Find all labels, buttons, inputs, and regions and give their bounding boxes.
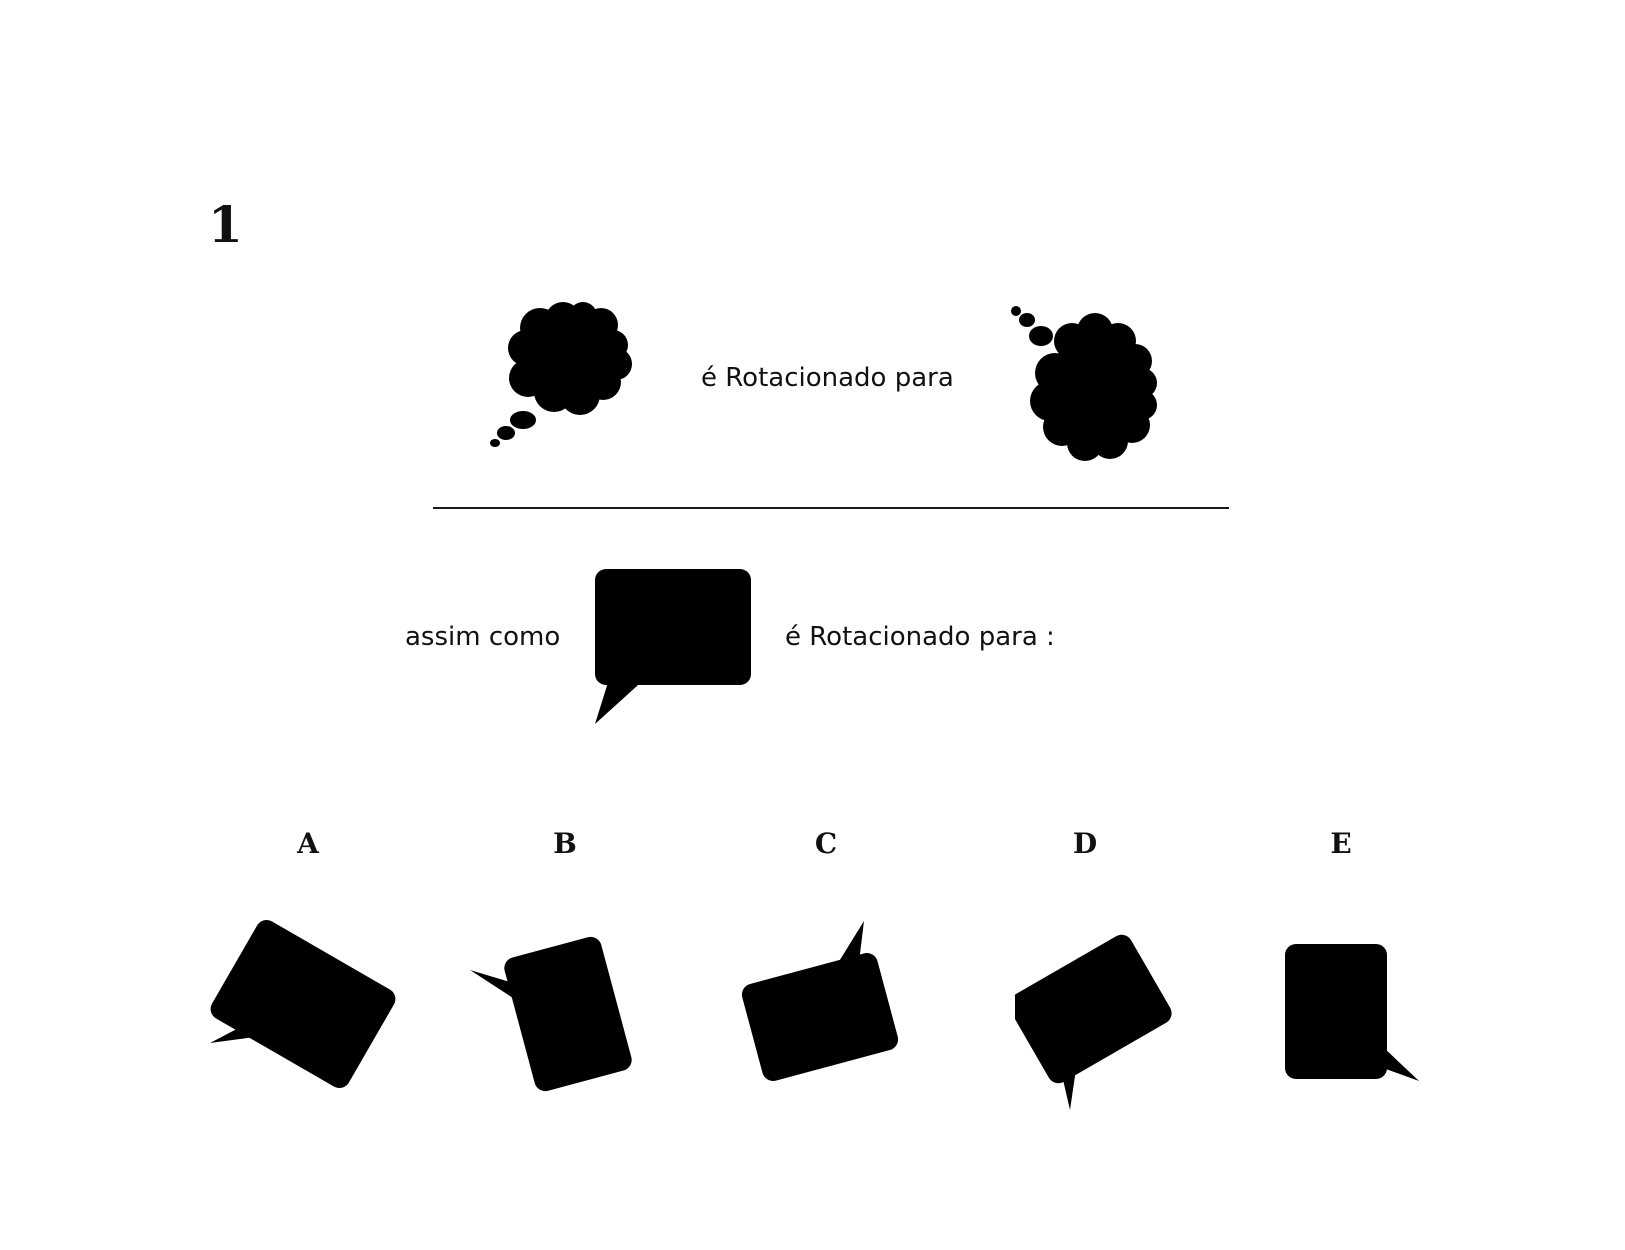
problem-rotation-label: é Rotacionado para : — [785, 622, 1055, 652]
option-e-label[interactable]: E — [1330, 827, 1352, 860]
option-b-speech-bubble-icon[interactable] — [468, 930, 648, 1100]
divider-line — [433, 507, 1229, 509]
thought-bubble-icon — [490, 302, 632, 447]
example-rotation-label: é Rotacionado para — [701, 363, 954, 393]
option-a-label[interactable]: A — [297, 827, 319, 860]
option-d-speech-bubble-icon[interactable] — [1015, 925, 1195, 1115]
option-c-label[interactable]: C — [814, 827, 838, 860]
thought-bubble-rotated-icon — [1011, 306, 1157, 461]
question-number: 1 — [208, 195, 243, 254]
option-e-speech-bubble-icon[interactable] — [1283, 942, 1433, 1092]
speech-bubble-icon — [595, 569, 751, 724]
option-d-label[interactable]: D — [1072, 827, 1098, 860]
option-a-speech-bubble-icon[interactable] — [200, 920, 400, 1090]
option-c-speech-bubble-icon[interactable] — [740, 915, 910, 1095]
problem-prefix-label: assim como — [405, 622, 561, 652]
option-b-label[interactable]: B — [553, 827, 577, 860]
